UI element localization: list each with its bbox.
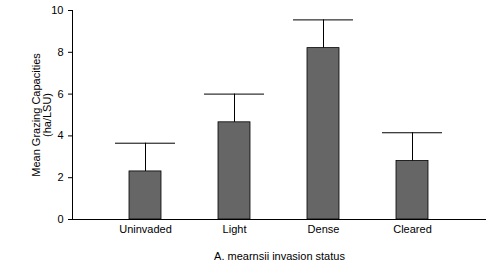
svg-text:2: 2	[57, 171, 63, 183]
svg-text:10: 10	[51, 4, 63, 16]
svg-text:Mean Grazing Capacities(ha/LSU: Mean Grazing Capacities(ha/LSU)	[30, 53, 53, 177]
svg-text:0: 0	[57, 213, 63, 225]
svg-text:Uninvaded: Uninvaded	[119, 223, 172, 235]
svg-text:Dense: Dense	[308, 223, 340, 235]
svg-text:4: 4	[57, 129, 63, 141]
svg-text:8: 8	[57, 46, 63, 58]
svg-text:6: 6	[57, 88, 63, 100]
svg-text:A. mearnsii invasion status: A. mearnsii invasion status	[214, 250, 345, 262]
svg-text:Light: Light	[223, 223, 247, 235]
svg-text:Cleared: Cleared	[393, 223, 432, 235]
